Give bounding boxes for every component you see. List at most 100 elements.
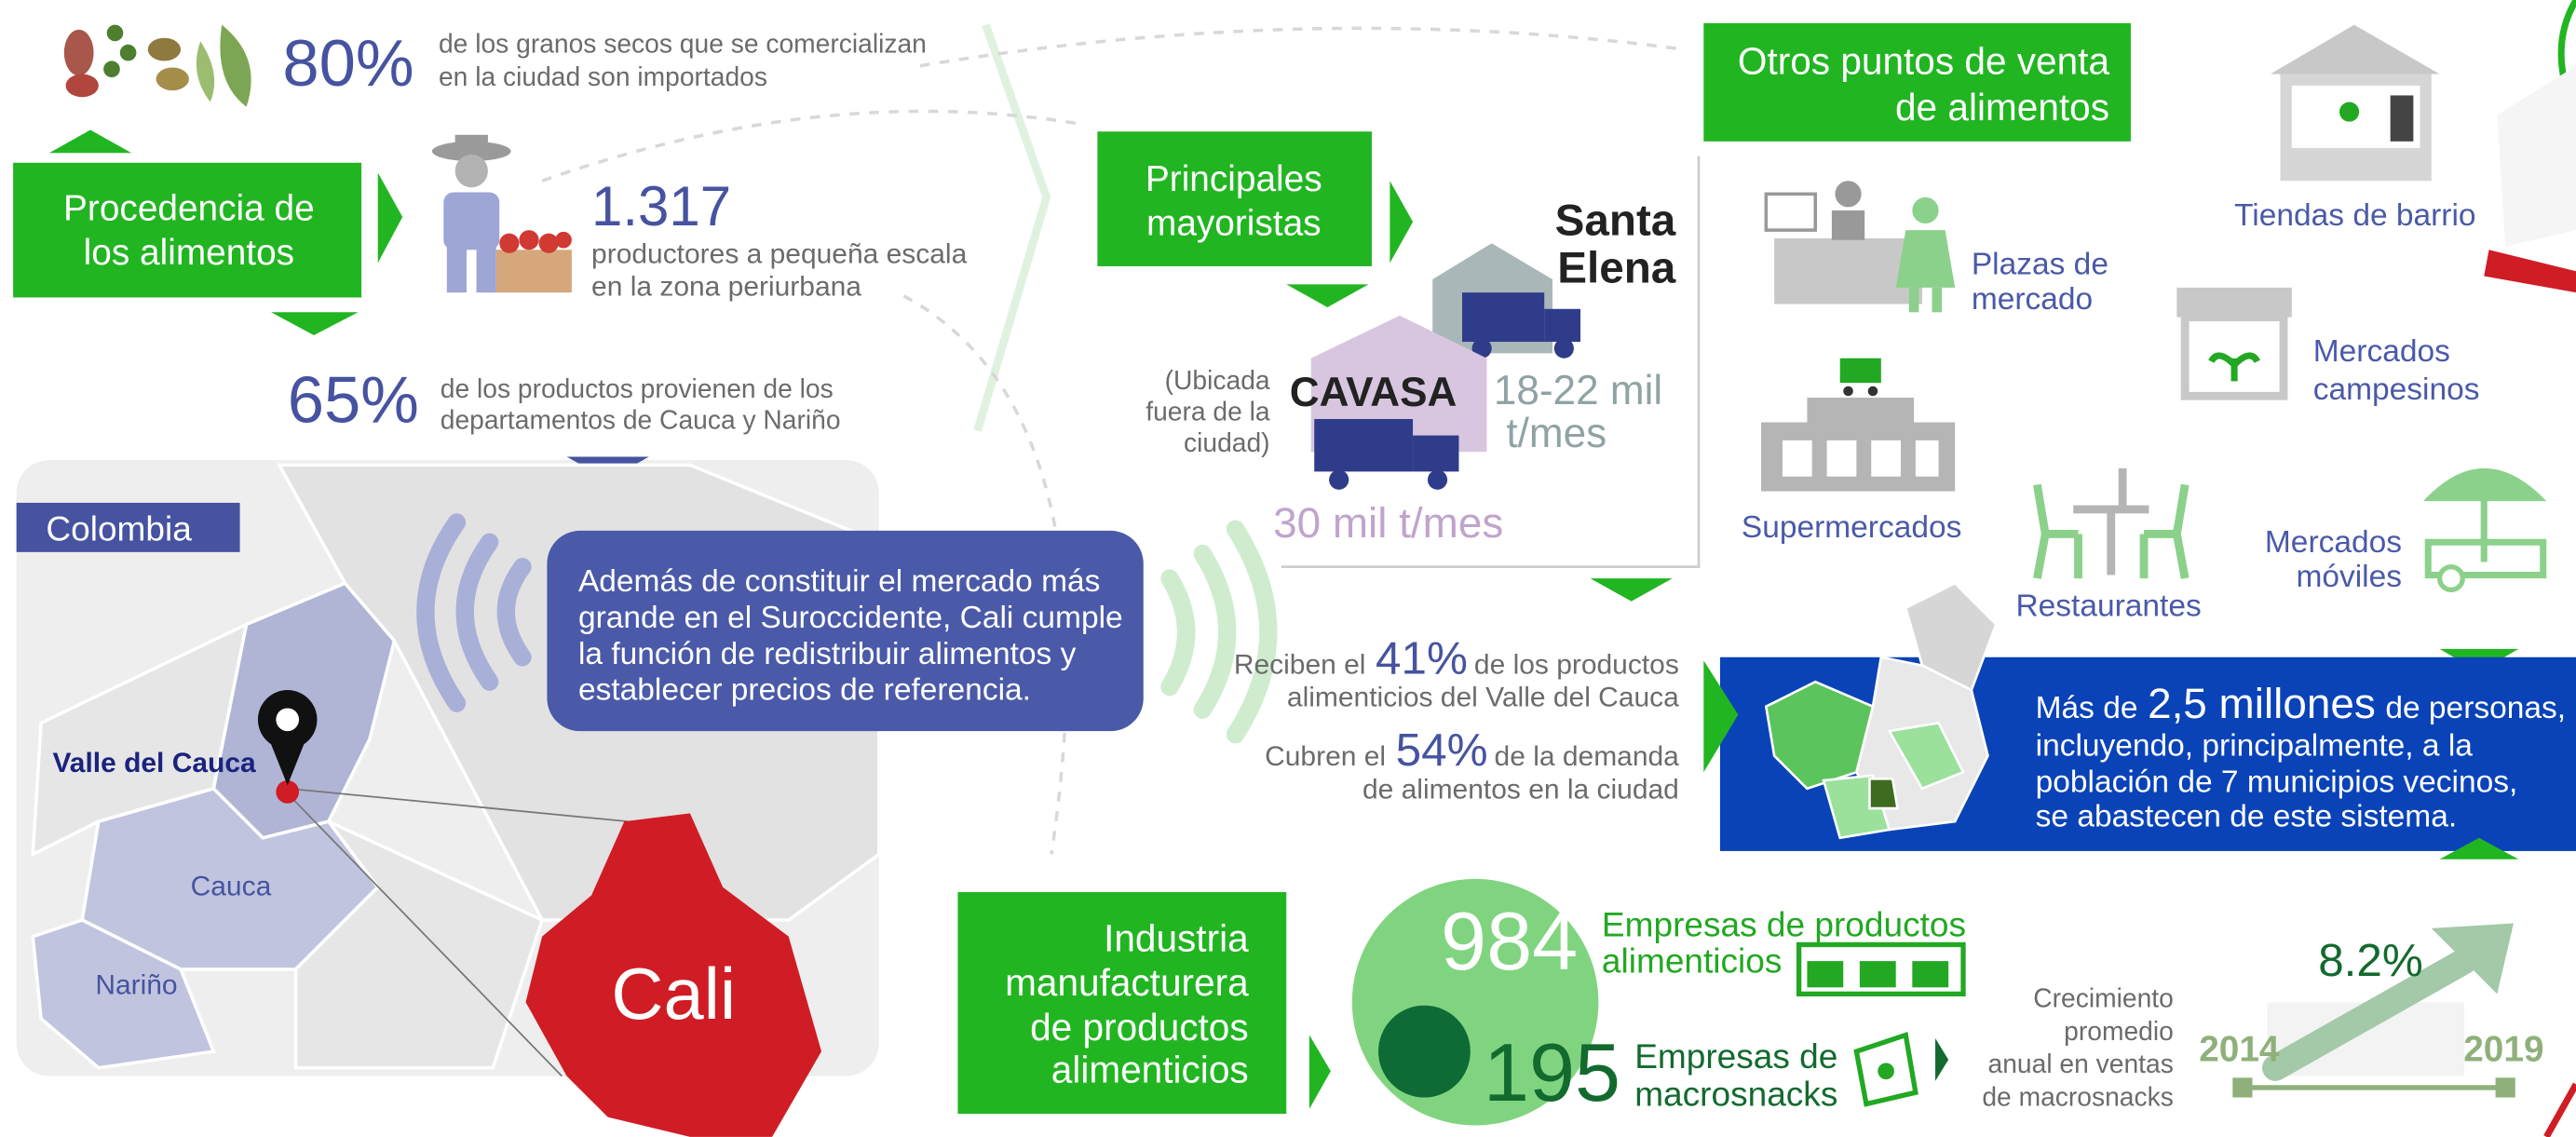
section-title: mayoristas	[1146, 203, 1322, 243]
buyer	[1895, 230, 1956, 288]
stat-text: Reciben el	[1234, 649, 1366, 680]
outlet-label: Restaurantes	[2015, 589, 2201, 624]
window	[1915, 440, 1939, 477]
wheel	[1553, 338, 1574, 359]
wheel	[1427, 469, 1448, 490]
chair	[2033, 483, 2082, 579]
cart-wheel	[1843, 386, 1853, 397]
stat-text: de los productos	[1474, 649, 1679, 680]
callout-box	[547, 530, 1144, 732]
arrow-right	[1935, 1038, 1949, 1081]
small-circle	[1378, 1005, 1471, 1098]
section-box	[1097, 131, 1372, 266]
arrow-down	[1286, 284, 1369, 308]
market-volume: t/mes	[1506, 411, 1607, 456]
pod	[196, 41, 215, 102]
restaurant-icon	[2033, 467, 2190, 579]
pea	[106, 24, 124, 42]
company-label: macrosnacks	[1634, 1074, 1837, 1113]
bean-icons	[63, 24, 251, 107]
arrow-right	[1308, 1035, 1331, 1109]
snack-icon	[1853, 1031, 1918, 1107]
population-text: población de 7 municipios vecinos,	[2036, 765, 2518, 799]
wheel	[1471, 338, 1492, 359]
cart	[1839, 358, 1881, 384]
map-label: Colombia	[46, 509, 192, 548]
arc	[1193, 544, 1237, 719]
market-note: ciudad)	[1184, 427, 1270, 457]
section-box	[957, 892, 1287, 1115]
arc	[1160, 569, 1196, 697]
section-title: de productos	[1030, 1006, 1249, 1049]
cart-wheel	[1867, 386, 1878, 397]
bean	[63, 29, 94, 76]
growth-arrowhead	[2431, 923, 2514, 995]
arc	[496, 558, 532, 667]
population-text: de personas,	[2385, 691, 2566, 725]
body	[443, 192, 500, 250]
market-volume: 18-22 mil	[1494, 368, 1662, 413]
market-note: fuera de la	[1146, 397, 1270, 426]
farmer-icon	[431, 134, 572, 293]
arc	[455, 533, 499, 691]
section-title: Principales	[1146, 159, 1322, 199]
chair	[2139, 483, 2190, 579]
dashed-arrow	[902, 294, 1069, 855]
table	[2073, 505, 2149, 575]
signal-left	[416, 513, 532, 712]
stat-text: de los granos secos que se comercializan	[439, 29, 927, 59]
section-box	[1703, 22, 2131, 142]
awning	[2176, 287, 2292, 318]
frame	[1796, 941, 1966, 997]
sprout	[2208, 352, 2260, 382]
warehouse	[1310, 315, 1487, 453]
arrow-right	[1703, 660, 1739, 773]
mobile-market-icon	[2422, 467, 2547, 593]
callout-text: la función de redistribuir alimentos y	[578, 637, 1077, 671]
section-title: Procedencia de	[63, 189, 315, 229]
region	[1764, 680, 1875, 791]
growth-year: 2019	[2463, 1030, 2543, 1070]
market-note: (Ubicada	[1165, 365, 1270, 395]
vendor	[1835, 181, 1862, 208]
outlet-label: Tiendas de barrio	[2234, 198, 2475, 233]
truck-box	[1314, 418, 1414, 472]
dashed-arrow	[919, 26, 1685, 68]
bag-mark	[1878, 1063, 1894, 1080]
baseline-end	[2495, 1077, 2515, 1098]
population-text: Más de	[2036, 691, 2138, 725]
population-text: incluyendo, principalmente, a la	[2036, 729, 2474, 764]
factory-icon	[1796, 941, 1966, 997]
stat-text: Cubren el	[1265, 741, 1386, 772]
leg	[476, 246, 496, 293]
pea	[119, 44, 137, 61]
farmers-market-icon	[2176, 287, 2292, 400]
arrow-down	[1590, 578, 1673, 602]
population-text: se abastecen de este sistema.	[2036, 799, 2458, 833]
wheel	[2436, 564, 2465, 593]
edge-booklet	[2497, 65, 2576, 247]
region	[1868, 777, 1900, 810]
window	[1782, 440, 1812, 477]
region	[31, 918, 216, 1070]
buyer	[1912, 196, 1939, 224]
arrow-down	[271, 312, 359, 336]
city-label: Cali	[611, 954, 736, 1035]
zoom-line	[289, 788, 628, 823]
hat	[454, 134, 488, 152]
arrow-right	[377, 172, 403, 264]
market-icon	[1764, 181, 1956, 313]
outlet-label: campesinos	[2313, 372, 2480, 407]
truck-box	[1461, 292, 1545, 343]
umbrella	[2422, 467, 2547, 502]
growth-label: Crecimiento	[2033, 982, 2174, 1012]
label-box	[16, 502, 240, 552]
region	[1887, 721, 1965, 791]
company-label: Empresas de productos	[1602, 905, 1966, 944]
dashed-arrow	[541, 109, 1077, 183]
tomato	[499, 233, 520, 253]
divider	[973, 23, 1051, 432]
stall	[1774, 237, 1922, 305]
wheel	[1329, 469, 1349, 490]
